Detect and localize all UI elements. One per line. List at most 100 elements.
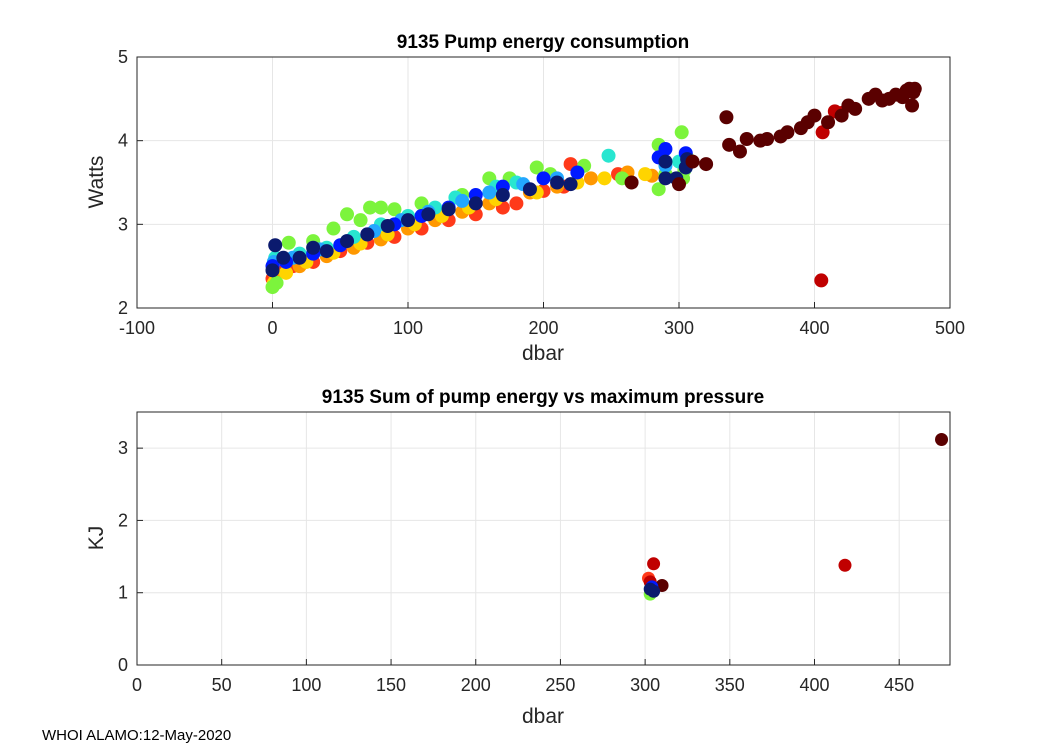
series-dark-blue (643, 582, 661, 598)
data-point (834, 108, 849, 123)
data-point (363, 200, 378, 215)
y-tick-label: 1 (118, 583, 128, 603)
x-tick-label: 100 (291, 675, 321, 695)
data-point (529, 160, 544, 175)
data-point (373, 200, 388, 215)
y-axis-label: KJ (85, 526, 108, 551)
x-tick-label: 100 (393, 318, 423, 338)
data-point (672, 177, 686, 192)
y-tick-label: 2 (118, 510, 128, 530)
y-tick-label: 3 (118, 438, 128, 458)
data-point (821, 115, 836, 130)
data-point (658, 171, 673, 186)
data-point (265, 263, 280, 278)
data-point (780, 125, 795, 140)
data-point (380, 219, 395, 234)
data-point (482, 185, 497, 200)
data-point (509, 196, 524, 211)
data-point (597, 171, 612, 186)
data-point (281, 235, 296, 250)
data-point (292, 250, 307, 265)
chart-title: 9135 Pump energy consumption (397, 32, 689, 53)
x-tick-label: -100 (119, 318, 155, 338)
x-tick-label: 200 (461, 675, 491, 695)
data-point (495, 188, 510, 203)
data-point (421, 207, 436, 222)
footer-credit: WHOI ALAMO:12-May-2020 (42, 727, 232, 744)
data-point (269, 275, 284, 290)
plot-area-frame (136, 411, 951, 666)
data-point (647, 584, 661, 598)
data-point (838, 558, 852, 572)
x-tick-label: 0 (267, 318, 277, 338)
data-point (279, 265, 294, 280)
data-point (685, 154, 700, 169)
x-axis-label: dbar (522, 342, 564, 365)
data-point (276, 250, 291, 265)
x-tick-label: 200 (528, 318, 558, 338)
x-tick-label: 300 (630, 675, 660, 695)
data-point (658, 154, 673, 169)
data-point (306, 240, 321, 255)
data-point (638, 167, 653, 182)
data-point (699, 157, 714, 172)
y-axis-label: Watts (85, 156, 108, 209)
data-point (905, 98, 920, 113)
data-point (732, 144, 747, 159)
x-tick-label: 400 (799, 675, 829, 695)
data-point (674, 125, 689, 140)
pump-energy-consumption-panel: -100 0 100 200 300 400 500 2 3 4 5 9135 Pump energ… (85, 32, 965, 365)
data-point (522, 182, 537, 197)
data-point (326, 221, 341, 236)
data-point (401, 213, 415, 228)
data-point (722, 137, 737, 152)
data-point (935, 432, 949, 446)
x-tick-label: 500 (935, 318, 965, 338)
data-point (658, 142, 673, 157)
data-point (387, 202, 402, 217)
x-axis-label: dbar (522, 705, 564, 728)
chart-title: 9135 Sum of pump energy vs maximum press… (322, 387, 764, 408)
series-maroon (624, 81, 922, 192)
x-tick-label: 250 (545, 675, 575, 695)
data-point (647, 557, 661, 571)
data-point (848, 101, 863, 116)
x-tick-label: 50 (212, 675, 232, 695)
data-point (583, 171, 598, 186)
y-tick-label: 3 (118, 214, 128, 234)
data-point (268, 238, 283, 253)
data-point (319, 244, 334, 259)
y-tick-label: 5 (118, 47, 128, 67)
x-tick-label: 400 (799, 318, 829, 338)
series-maroon (655, 432, 949, 592)
data-point (536, 171, 551, 186)
data-point (441, 202, 456, 217)
series-dark-blue (265, 152, 695, 278)
x-tick-label: 300 (664, 318, 694, 338)
y-tick-label: 4 (118, 131, 128, 151)
data-point (340, 207, 355, 222)
data-point (563, 177, 578, 192)
data-point (624, 175, 639, 190)
data-point (807, 108, 822, 123)
data-point (340, 234, 355, 249)
data-point (455, 193, 470, 208)
data-point (550, 175, 565, 190)
x-tick-label: 350 (715, 675, 745, 695)
sum-pump-energy-panel: 0 50 100 150 200 250 300 350 400 450 0 1 2 3 9135 Sum… (85, 387, 951, 728)
series-dark-red (643, 557, 852, 589)
x-tick-label: 150 (376, 675, 406, 695)
y-tick-label: 0 (118, 655, 128, 675)
data-point (739, 131, 754, 146)
data-point (719, 110, 734, 125)
series-dark-red (814, 104, 849, 288)
data-point (651, 182, 666, 197)
data-point (468, 196, 483, 211)
y-tick-label: 2 (118, 298, 128, 318)
data-point (814, 273, 829, 288)
data-point (760, 131, 775, 146)
series-yellow (266, 167, 653, 290)
data-point (360, 227, 375, 242)
data-point (570, 165, 585, 180)
